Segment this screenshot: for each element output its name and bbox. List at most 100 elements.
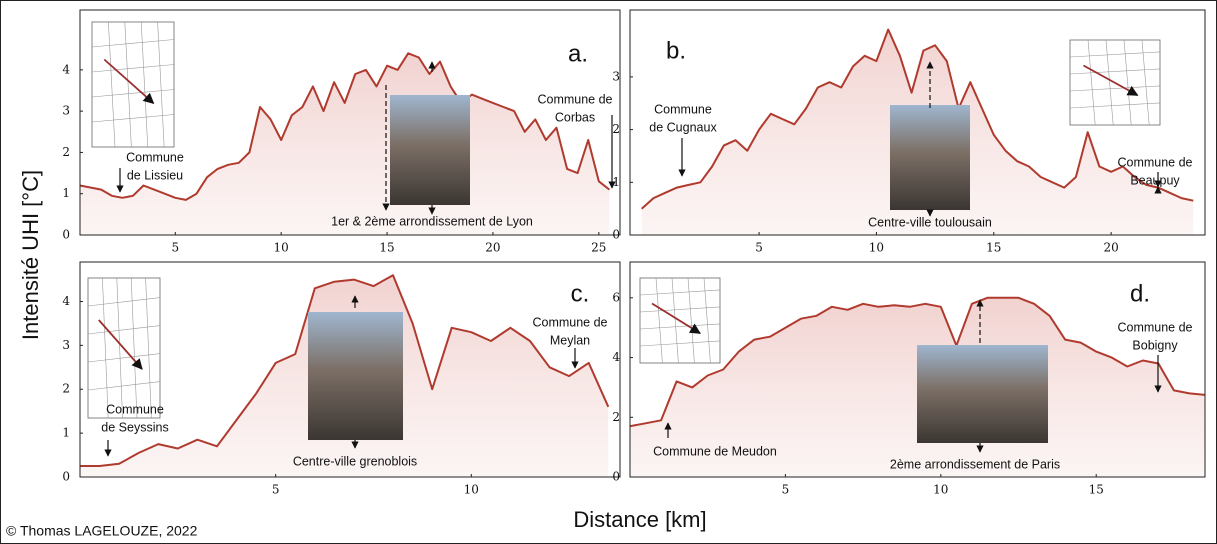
photo (917, 345, 1048, 443)
y-tick-label: 4 (62, 294, 70, 308)
y-tick-label: 0 (62, 228, 70, 242)
annotation: Commune de (532, 315, 607, 329)
panel-label: a. (568, 40, 588, 67)
panel-label: c. (571, 280, 590, 307)
y-tick-label: 3 (62, 338, 70, 352)
map-border (145, 277, 152, 419)
map-border (91, 64, 175, 73)
map-border (639, 340, 721, 347)
annotation: Meylan (550, 333, 590, 347)
annotation: Corbas (555, 110, 595, 124)
panel: 0 1 2 3 5 10 15 20 b. Commune de Cugnaux Commune de… (612, 9, 1206, 255)
y-tick-label: 3 (612, 69, 620, 83)
annotation: 2ème arrondissement de Paris (890, 457, 1060, 471)
map-border (140, 21, 149, 148)
y-axis-label: Intensité UHI [°C] (18, 170, 43, 340)
x-axis-label: Distance [km] (573, 507, 706, 532)
annotation: Commune de Meudon (653, 444, 777, 458)
annotation: Centre-ville grenoblois (293, 454, 417, 468)
photo (308, 312, 403, 440)
plot-frame (79, 9, 621, 236)
map-border (1087, 39, 1096, 126)
area (80, 53, 610, 235)
annotation: de Lissieu (127, 168, 183, 182)
line (629, 296, 1206, 428)
x-tick-label: 25 (591, 241, 606, 255)
annotation: Commune (106, 402, 164, 416)
annotation: Beaupuy (1130, 173, 1180, 187)
map-border (91, 39, 175, 48)
annotation: Bobigny (1132, 338, 1178, 352)
map-border (91, 114, 175, 123)
x-tick-label: 5 (272, 483, 280, 497)
y-tick-label: 2 (62, 382, 70, 396)
x-tick-label: 15 (1089, 483, 1104, 497)
map-border (87, 353, 161, 363)
map-border (91, 89, 175, 98)
map-transect (103, 58, 155, 104)
map-border (1069, 102, 1161, 109)
x-tick-label: 5 (782, 483, 790, 497)
plot-frame (79, 261, 621, 478)
photo (890, 105, 970, 210)
map-border (102, 277, 109, 419)
map-border (1069, 51, 1161, 58)
y-tick-label: 0 (612, 470, 620, 484)
panel: 0 2 4 6 5 10 15 d. Commune de Bobigny Commune de M… (612, 261, 1206, 497)
panel: 0 1 2 3 4 5 10 c. Commune de Seyssins Commune de Me… (62, 261, 621, 497)
x-tick-label: 20 (1103, 241, 1118, 255)
x-tick-label: 5 (171, 241, 179, 255)
y-tick-label: 6 (612, 290, 620, 304)
y-tick-label: 4 (612, 350, 620, 364)
y-tick-label: 0 (62, 470, 70, 484)
annotation: de Seyssins (101, 420, 168, 434)
map-border (108, 21, 116, 148)
y-tick-label: 4 (62, 62, 70, 76)
line (641, 28, 1194, 210)
x-tick-label: 15 (379, 241, 394, 255)
y-tick-label: 2 (612, 122, 620, 136)
x-tick-label: 5 (755, 241, 763, 255)
y-tick-label: 1 (62, 426, 70, 440)
plot-frame (629, 9, 1206, 236)
map-border (87, 325, 161, 335)
line (80, 274, 610, 467)
annotation: Commune de (1117, 320, 1192, 334)
map-border (87, 381, 161, 391)
y-tick-label: 2 (62, 145, 70, 159)
map-border (1141, 39, 1150, 126)
map-border (639, 323, 721, 330)
map-border (1069, 68, 1161, 75)
x-tick-label: 10 (869, 241, 884, 255)
map-border (655, 277, 663, 364)
map-border (639, 289, 721, 296)
y-tick-label: 2 (612, 410, 620, 424)
map-border (1105, 39, 1114, 126)
panel-label: d. (1130, 280, 1150, 307)
y-tick-label: 3 (62, 104, 70, 118)
photo (390, 95, 470, 205)
annotation: 1er & 2ème arrondissement de Lyon (331, 214, 533, 228)
x-tick-label: 20 (485, 241, 500, 255)
x-tick-label: 15 (986, 241, 1001, 255)
annotation: Commune (654, 102, 712, 116)
line (79, 52, 611, 201)
plot-frame (629, 261, 1206, 478)
y-tick-label: 0 (612, 228, 620, 242)
x-tick-label: 10 (274, 241, 289, 255)
map-border (87, 297, 161, 307)
credit: © Thomas LAGELOUZE, 2022 (6, 523, 198, 539)
map-border (124, 21, 132, 148)
panel-label: b. (666, 37, 686, 64)
annotation: Commune (126, 150, 184, 164)
y-tick-label: 1 (612, 175, 620, 189)
y-tick-label: 1 (62, 186, 70, 200)
map-transect (1083, 64, 1139, 97)
map-border (157, 21, 165, 148)
map-border (703, 277, 711, 364)
map-border (1069, 85, 1161, 92)
map-border (116, 277, 123, 419)
map-border (671, 277, 679, 364)
